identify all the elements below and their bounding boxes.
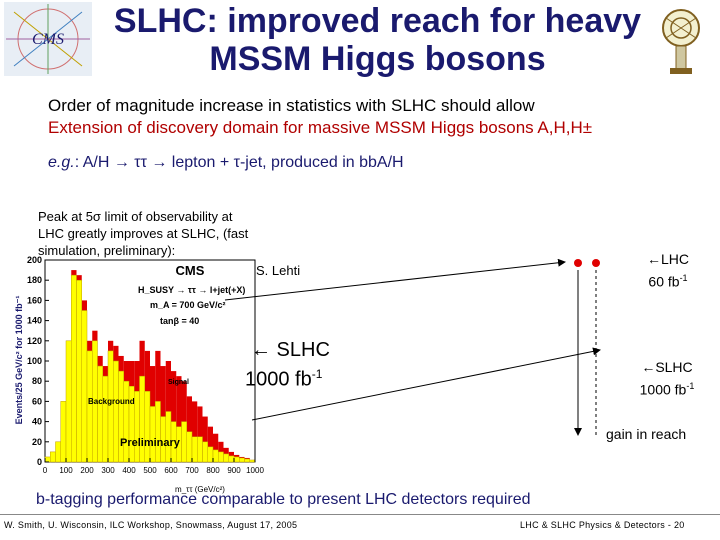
x-tick-label: 200 bbox=[80, 466, 94, 475]
y-tick-label: 100 bbox=[27, 356, 42, 366]
y-tick-label: 120 bbox=[27, 336, 42, 346]
annotation-preliminary: Preliminary bbox=[120, 437, 181, 449]
histogram-plot: 0 20 40 60 80 100 120 140 160 180 200 0 100 200 300 400… bbox=[0, 200, 300, 500]
example-prefix: e.g. bbox=[48, 154, 75, 171]
lhc-label-text: ←LHC bbox=[646, 251, 689, 267]
y-tick-label: 200 bbox=[27, 255, 42, 265]
footer-left: W. Smith, U. Wisconsin, ILC Workshop, Sn… bbox=[4, 520, 298, 530]
signal-bar bbox=[202, 416, 208, 462]
slhc-plot-label: ← SLHC 1000 fb-1 bbox=[245, 338, 330, 392]
peak-note: Peak at 5σ limit of observability at LHC… bbox=[38, 209, 249, 258]
slhc-label-text: ←SLHC bbox=[641, 359, 693, 375]
plot-ticks: 0 20 40 60 80 100 120 140 160 180 200 0 100 200 300 400… bbox=[27, 255, 264, 475]
lhc-lumi-value: 60 fb bbox=[648, 273, 680, 290]
x-tick-label: 900 bbox=[227, 466, 241, 475]
slhc-plot-lumi-exp: -1 bbox=[311, 367, 323, 381]
slhc-plot-label-text: ← SLHC bbox=[251, 339, 330, 361]
slhc-plot-lumi: 1000 fb-1 bbox=[245, 362, 330, 392]
slhc-arrow bbox=[251, 347, 601, 421]
x-tick-label: 300 bbox=[101, 466, 115, 475]
x-tick-label: 100 bbox=[59, 466, 73, 475]
annotation-mass: m_A = 700 GeV/c² bbox=[150, 300, 225, 310]
slhc-plot-lumi-value: 1000 fb bbox=[245, 368, 312, 391]
y-tick-label: 40 bbox=[32, 417, 42, 427]
x-axis-label: m_ττ (GeV/c²) bbox=[175, 485, 225, 494]
annotation-background: Background bbox=[88, 397, 135, 406]
extension-line: Extension of discovery domain for massiv… bbox=[48, 118, 593, 137]
signal-bar bbox=[186, 396, 192, 462]
footer-rule bbox=[0, 514, 720, 515]
chart-title: CMS bbox=[176, 263, 205, 278]
lhc-lumi-exp: -1 bbox=[679, 273, 688, 283]
x-tick-label: 0 bbox=[43, 466, 48, 475]
y-axis-label: Events/25 GeV/c² for 1000 fb⁻¹ bbox=[14, 296, 24, 425]
annotation-process: H_SUSY → ττ → l+jet(+X) bbox=[138, 285, 245, 295]
lhc-label: ←LHC 60 fb-1 bbox=[628, 250, 708, 292]
lhc-lumi: 60 fb-1 bbox=[628, 269, 708, 292]
y-tick-label: 60 bbox=[32, 396, 42, 406]
y-tick-label: 180 bbox=[27, 275, 42, 285]
signal-bar bbox=[192, 401, 198, 462]
plot-bars bbox=[44, 270, 256, 463]
footer-right: LHC & SLHC Physics & Detectors - 20 bbox=[520, 520, 685, 530]
example-text: : A/H → ττ → lepton + τ-jet, produced in… bbox=[74, 154, 404, 171]
signal-bar bbox=[213, 433, 219, 462]
y-tick-label: 80 bbox=[32, 376, 42, 386]
y-tick-label: 160 bbox=[27, 295, 42, 305]
author-credit: S. Lehti bbox=[256, 263, 301, 278]
histogram-svg: 0 20 40 60 80 100 120 140 160 180 200 0 100 200 300 400… bbox=[14, 255, 264, 494]
slhc-lumi-value: 1000 fb bbox=[639, 381, 687, 398]
x-tick-label: 800 bbox=[206, 466, 220, 475]
slide-title: SLHC: improved reach for heavy MSSM Higg… bbox=[113, 2, 642, 78]
lhc-arrow bbox=[224, 258, 566, 301]
signal-bar bbox=[171, 371, 177, 462]
y-tick-label: 0 bbox=[37, 457, 42, 467]
y-tick-label: 140 bbox=[27, 316, 42, 326]
x-tick-label: 500 bbox=[143, 466, 157, 475]
signal-bar bbox=[207, 426, 213, 462]
intro-line: Order of magnitude increase in statistic… bbox=[48, 96, 535, 115]
annotation-signal: Signal bbox=[168, 379, 189, 386]
lhc-point-1 bbox=[574, 259, 582, 267]
signal-bar bbox=[176, 376, 182, 462]
annotation-tanbeta: tanβ = 40 bbox=[160, 316, 199, 326]
detector-figure-logo bbox=[658, 6, 704, 76]
svg-text:CMS: CMS bbox=[32, 31, 64, 48]
cms-logo: CMS bbox=[4, 2, 92, 76]
x-tick-label: 1000 bbox=[246, 466, 264, 475]
x-tick-label: 700 bbox=[185, 466, 199, 475]
slhc-lumi-exp: -1 bbox=[686, 381, 695, 391]
example-process: e.g.: A/H → ττ → lepton + τ-jet, produce… bbox=[48, 154, 404, 172]
lhc-point-2 bbox=[592, 259, 600, 267]
y-tick-label: 20 bbox=[32, 437, 42, 447]
x-tick-label: 600 bbox=[164, 466, 178, 475]
x-tick-label: 400 bbox=[122, 466, 136, 475]
gain-label: gain in reach bbox=[606, 426, 687, 442]
btag-statement: b-tagging performance comparable to pres… bbox=[36, 491, 531, 508]
signal-bar bbox=[197, 406, 203, 462]
slhc-lumi: 1000 fb-1 bbox=[624, 377, 710, 400]
signal-bar bbox=[160, 366, 166, 462]
slhc-label: ←SLHC 1000 fb-1 bbox=[624, 358, 710, 400]
